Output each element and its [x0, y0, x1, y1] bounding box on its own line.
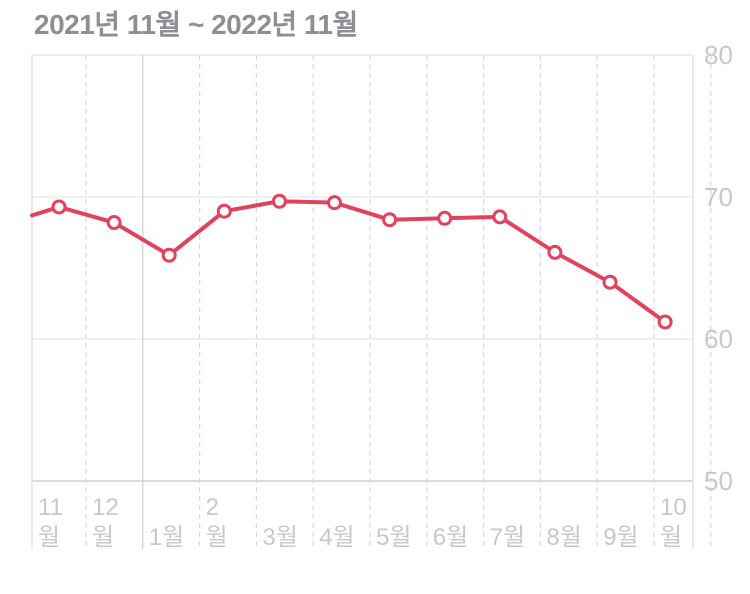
data-point [106, 215, 122, 231]
data-point [327, 195, 342, 211]
y-tick-label: 50 [704, 466, 733, 496]
x-tick-label: 5월 [376, 524, 411, 551]
chart-title: 2021년 11월 ~ 2022년 11월 [34, 9, 358, 40]
data-point [657, 314, 673, 330]
x-tick-label: 6월 [433, 524, 468, 551]
series-layer [30, 193, 673, 330]
x-tick-label: 11 [38, 494, 63, 521]
x-tick-label: 월 [206, 524, 228, 551]
data-point [547, 244, 563, 260]
x-tick-label: 4월 [319, 524, 354, 551]
x-axis-ticks: 11 월 12 월 1월 2 월 3월 4월 5월 6월 7월 8월 9월 10 월 [38, 494, 687, 551]
y-tick-label: 60 [704, 324, 733, 354]
x-tick-label: 7월 [490, 524, 525, 551]
series-line [30, 199, 668, 324]
data-point [271, 193, 287, 209]
x-tick-label: 12 [92, 494, 119, 521]
y-tick-label: 80 [704, 40, 733, 70]
y-axis-ticks: 50 60 70 80 [704, 40, 733, 496]
data-point [51, 199, 67, 215]
x-tick-label: 월 [660, 524, 682, 551]
grid [31, 54, 712, 549]
x-tick-label: 3월 [262, 524, 297, 551]
x-tick-label: 9월 [603, 524, 638, 551]
data-point [216, 203, 232, 219]
y-tick-label: 70 [704, 182, 733, 212]
x-tick-label: 월 [38, 524, 60, 551]
data-point [492, 209, 508, 225]
data-point [437, 210, 453, 226]
x-tick-label: 월 [92, 524, 114, 551]
x-tick-label: 2 [206, 494, 219, 521]
x-tick-label: 10 [660, 494, 687, 521]
data-point [602, 274, 618, 290]
data-point [161, 247, 177, 263]
data-point [382, 212, 398, 228]
x-tick-label: 1월 [149, 524, 184, 551]
x-tick-label: 8월 [546, 524, 581, 551]
